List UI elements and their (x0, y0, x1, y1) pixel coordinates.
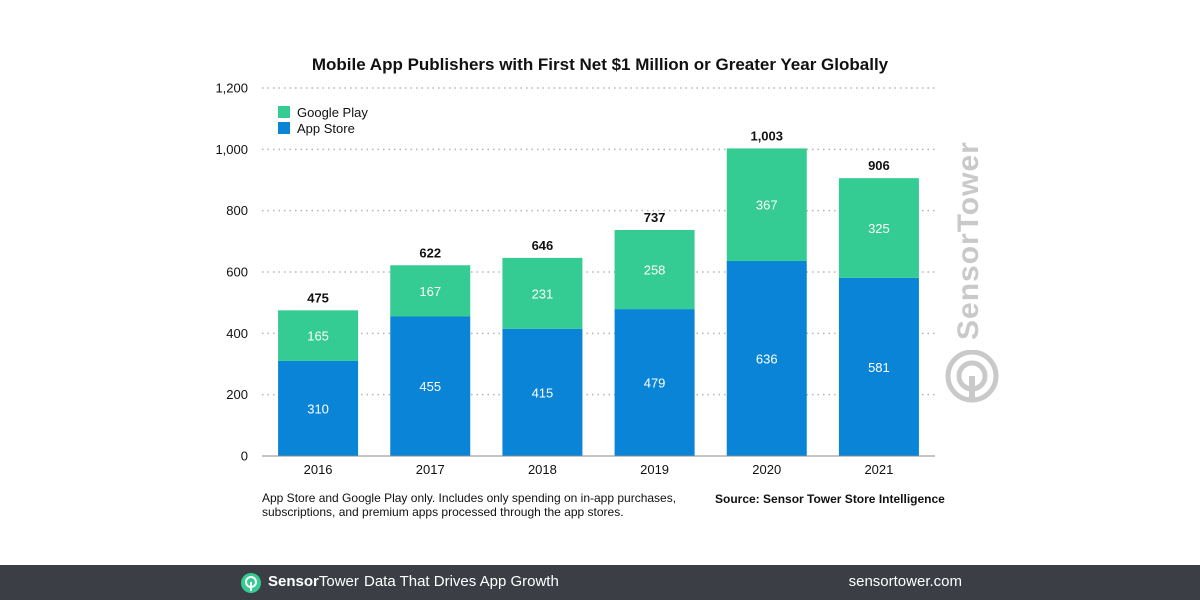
x-tick-label: 2019 (640, 462, 669, 477)
bar-app-store (278, 360, 359, 456)
bar-value-label: 415 (532, 385, 554, 400)
footer-tagline: Data That Drives App Growth (364, 573, 559, 590)
bars (278, 148, 919, 456)
bar-total-label: 737 (644, 210, 666, 225)
bar-value-label: 636 (756, 351, 778, 366)
legend-label: Google Play (297, 105, 368, 120)
y-tick-label: 1,200 (215, 81, 248, 96)
y-tick-label: 400 (226, 326, 248, 341)
footer-bar: SensorTower Data That Drives App Growth … (0, 565, 1200, 600)
x-axis-ticks: 2016 2017 2018 2019 2020 2021 (304, 462, 894, 477)
x-tick-label: 2016 (304, 462, 333, 477)
watermark: SensorTower (944, 141, 1004, 410)
legend-label: App Store (297, 121, 355, 136)
bar-google-play (390, 265, 471, 317)
bar-google-play (726, 148, 807, 261)
bar-total-label: 646 (532, 238, 554, 253)
bar-google-play (502, 257, 583, 329)
bar-total-label: 622 (419, 245, 441, 260)
bar-value-label: 455 (419, 379, 441, 394)
x-tick-label: 2018 (528, 462, 557, 477)
legend-swatch (278, 122, 290, 134)
bar-value-label: 258 (644, 263, 666, 278)
bar-total-label: 906 (868, 158, 890, 173)
watermark-logo-icon (945, 350, 999, 403)
bar-google-play (614, 229, 695, 310)
bar-google-play (278, 310, 359, 361)
footer-url[interactable]: sensortower.com (848, 573, 962, 590)
sensortower-logo-icon (241, 573, 261, 593)
bar-total-label: 1,003 (750, 128, 783, 143)
bar-value-label: 325 (868, 221, 890, 236)
bar-app-store (726, 260, 807, 456)
y-tick-label: 1,000 (215, 142, 248, 157)
gridlines (262, 87, 935, 396)
y-tick-label: 800 (226, 203, 248, 218)
y-tick-label: 200 (226, 387, 248, 402)
bar-value-label: 479 (644, 376, 666, 391)
footer-brand-tower: Tower (318, 573, 359, 590)
bar-value-label: 167 (419, 284, 441, 299)
bar-app-store (502, 328, 583, 456)
bar-value-label: 165 (307, 329, 329, 344)
x-tick-label: 2017 (416, 462, 445, 477)
bar-app-store (390, 316, 471, 456)
y-axis-ticks: 0 200 400 600 800 1,000 1,200 (215, 81, 248, 464)
bar-value-label: 231 (532, 286, 554, 301)
footer-brand-sensor: Sensor (268, 573, 319, 590)
bar-value-label: 310 (307, 401, 329, 416)
chart: Mobile App Publishers with First Net $1 … (215, 55, 935, 477)
bar-total-label: 475 (307, 290, 329, 305)
watermark-text: SensorTower (952, 141, 985, 340)
y-tick-label: 600 (226, 265, 248, 280)
bar-value-label: 581 (868, 360, 890, 375)
bar-labels: 310 165 475 455 167 622 415 231 646 479 258 737 636 3… (307, 128, 890, 416)
x-tick-label: 2020 (752, 462, 781, 477)
x-tick-label: 2021 (864, 462, 893, 477)
source-note: Source: Sensor Tower Store Intelligence (715, 492, 945, 506)
y-tick-label: 0 (241, 449, 248, 464)
bar-app-store (614, 309, 695, 456)
bar-app-store (838, 277, 919, 456)
footnote: App Store and Google Play only. Includes… (262, 491, 677, 519)
bar-google-play (838, 178, 919, 278)
legend-swatch (278, 106, 290, 118)
chart-title: Mobile App Publishers with First Net $1 … (312, 55, 889, 74)
bar-value-label: 367 (756, 198, 778, 213)
footer-brand: SensorTower (268, 573, 359, 590)
